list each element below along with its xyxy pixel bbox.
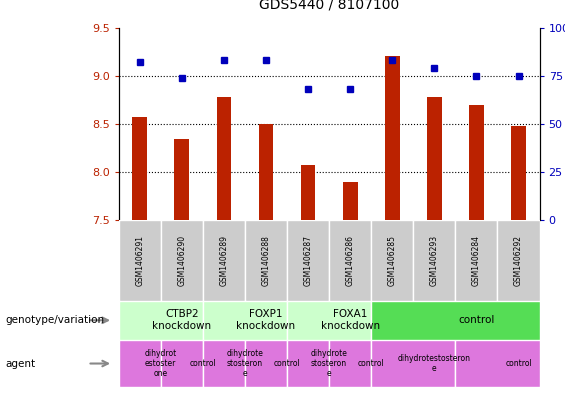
Text: dihydrote
stosteron
e: dihydrote stosteron e [227, 349, 263, 378]
Bar [497, 220, 540, 301]
Text: control: control [505, 359, 532, 368]
Text: GSM1406292: GSM1406292 [514, 235, 523, 286]
Bar [469, 105, 484, 220]
Bar [343, 182, 358, 220]
Text: agent: agent [6, 358, 36, 369]
Text: GSM1406287: GSM1406287 [303, 235, 312, 286]
Text: genotype/variation: genotype/variation [6, 315, 105, 325]
Bar [329, 340, 371, 387]
Bar [119, 220, 161, 301]
Bar [216, 97, 231, 220]
Text: control: control [358, 359, 385, 368]
Text: dihydrote
stosteron
e: dihydrote stosteron e [311, 349, 347, 378]
Text: GSM1406293: GSM1406293 [430, 235, 439, 286]
Bar [259, 124, 273, 220]
Text: control: control [273, 359, 301, 368]
Text: FOXA1
knockdown: FOXA1 knockdown [320, 310, 380, 331]
Text: control: control [189, 359, 216, 368]
Bar [119, 301, 203, 340]
Text: GSM1406285: GSM1406285 [388, 235, 397, 286]
Bar [203, 220, 245, 301]
Bar [511, 126, 526, 220]
Text: dihydrot
estoster
one: dihydrot estoster one [145, 349, 177, 378]
Bar [329, 220, 371, 301]
Bar [132, 117, 147, 220]
Text: GSM1406286: GSM1406286 [346, 235, 355, 286]
Bar [161, 340, 203, 387]
Text: GSM1406288: GSM1406288 [262, 235, 271, 286]
Text: GDS5440 / 8107100: GDS5440 / 8107100 [259, 0, 399, 12]
Text: GSM1406289: GSM1406289 [219, 235, 228, 286]
Bar [203, 340, 245, 387]
Bar [371, 301, 540, 340]
Text: CTBP2
knockdown: CTBP2 knockdown [152, 310, 211, 331]
Bar [385, 57, 399, 220]
Text: GSM1406291: GSM1406291 [135, 235, 144, 286]
Bar [161, 220, 203, 301]
Bar [287, 220, 329, 301]
Bar [287, 340, 329, 387]
Text: GSM1406284: GSM1406284 [472, 235, 481, 286]
Text: dihydrotestosteron
e: dihydrotestosteron e [398, 354, 471, 373]
Bar [119, 340, 161, 387]
Bar [427, 97, 442, 220]
Bar [175, 139, 189, 220]
Text: GSM1406290: GSM1406290 [177, 235, 186, 286]
Bar [245, 340, 287, 387]
Bar [203, 301, 287, 340]
Bar [371, 340, 455, 387]
Text: control: control [458, 315, 494, 325]
Text: FOXP1
knockdown: FOXP1 knockdown [236, 310, 295, 331]
Bar [301, 165, 315, 220]
Bar [455, 220, 497, 301]
Bar [455, 340, 540, 387]
Bar [245, 220, 287, 301]
Bar [414, 220, 455, 301]
Bar [287, 301, 371, 340]
Bar [371, 220, 414, 301]
